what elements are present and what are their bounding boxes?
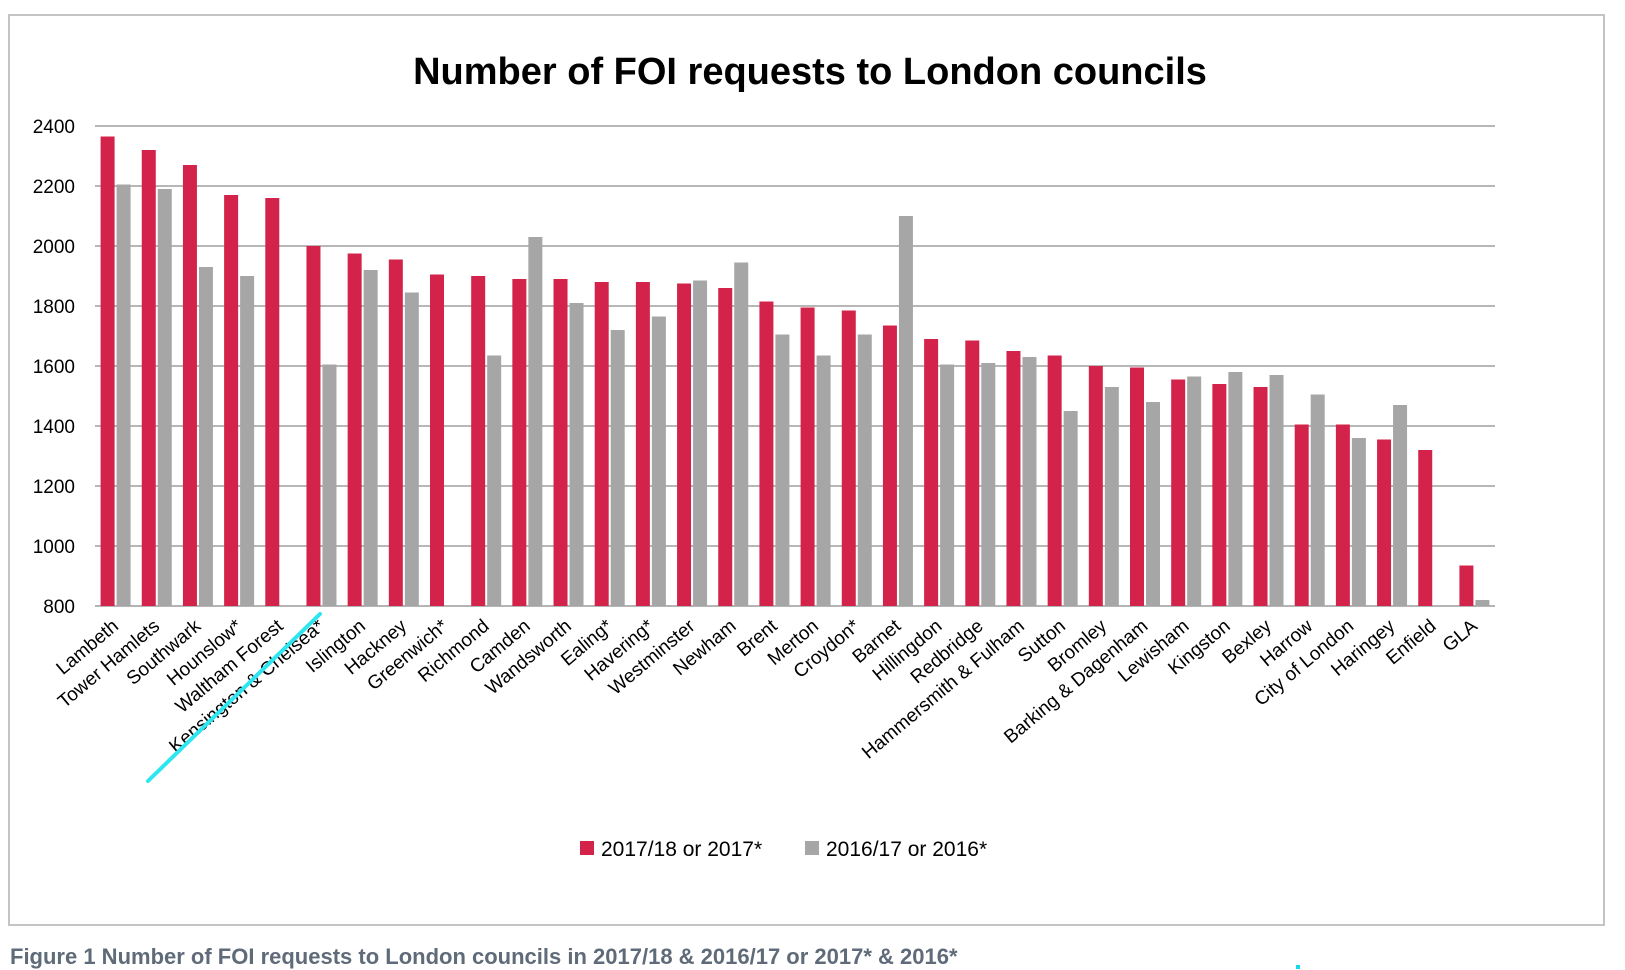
bar-series-2017-18: [388, 259, 403, 606]
bar-series-2016-17: [857, 334, 872, 606]
bar-series-2016-17: [1187, 376, 1202, 606]
legend-swatch-2017-18: [580, 841, 594, 855]
bar-series-2016-17: [240, 276, 255, 606]
bar-series-2016-17: [404, 292, 419, 606]
chart-title: Number of FOI requests to London council…: [413, 51, 1207, 93]
y-tick-label: 2200: [33, 177, 75, 198]
bar-series-2016-17: [1063, 411, 1078, 606]
y-tick-label: 1000: [33, 537, 75, 558]
bar-series-2016-17: [1351, 438, 1366, 606]
bar-series-2017-18: [430, 274, 444, 606]
bar-series-2016-17: [198, 267, 213, 606]
y-tick-label: 2400: [33, 117, 75, 138]
bar-series-2017-18: [512, 279, 527, 606]
legend-swatch-2016-17: [805, 841, 819, 855]
bar-series-2016-17: [1104, 387, 1119, 606]
y-tick-label: 1800: [33, 297, 75, 318]
bar-series-2017-18: [1335, 424, 1350, 606]
bar-series-2017-18: [100, 136, 115, 606]
y-tick-label: 1600: [33, 357, 75, 378]
bar-series-2016-17: [1393, 405, 1408, 606]
bar-series-2017-18: [1377, 439, 1392, 606]
bar-series-2016-17: [1269, 375, 1284, 606]
bar-series-2017-18: [759, 301, 774, 606]
bar-series-2017-18: [1130, 367, 1144, 606]
bar-series-2017-18: [306, 246, 321, 606]
bar-series-2016-17: [693, 280, 708, 606]
bar-series-2017-18: [924, 339, 939, 606]
bar-series-2016-17: [569, 303, 584, 606]
bar-series-2016-17: [610, 330, 625, 606]
bar-series-2016-17: [940, 364, 955, 606]
bar-series-2016-17: [651, 316, 666, 606]
bar-series-2017-18: [1294, 424, 1309, 606]
bars: [100, 136, 1490, 606]
legend: 2017/18 or 2017* 2016/17 or 2016*: [580, 838, 987, 861]
bar-series-2016-17: [116, 184, 131, 606]
bar-series-2017-18: [1088, 366, 1103, 606]
bar-series-2017-18: [1047, 355, 1062, 606]
annotation: [146, 612, 322, 783]
bar-series-2016-17: [1228, 372, 1243, 606]
bar-series-2016-17: [363, 270, 378, 606]
bar-series-2016-17: [816, 355, 831, 606]
bar-series-2017-18: [1212, 384, 1227, 606]
bar-series-2016-17: [898, 216, 913, 606]
legend-label-2017-18: 2017/18 or 2017*: [601, 838, 762, 861]
bar-series-2017-18: [882, 325, 897, 606]
bar-series-2016-17: [157, 189, 172, 606]
bar-series-2017-18: [471, 276, 486, 606]
legend-label-2016-17: 2016/17 or 2016*: [826, 838, 987, 861]
bar-series-2016-17: [1146, 402, 1160, 606]
bar-series-2016-17: [734, 262, 749, 606]
bar-series-2016-17: [981, 363, 996, 606]
bar-series-2016-17: [1475, 600, 1490, 606]
bar-series-2017-18: [718, 288, 733, 606]
bar-series-2017-18: [635, 282, 650, 606]
bar-series-2016-17: [775, 334, 790, 606]
y-tick-label: 1200: [33, 477, 75, 498]
bar-series-2017-18: [182, 165, 197, 606]
chart-frame: Number of FOI requests to London council…: [8, 14, 1605, 926]
bar-series-2017-18: [594, 282, 609, 606]
bar-series-2017-18: [1418, 450, 1433, 606]
bar-series-2016-17: [1310, 394, 1325, 606]
bar-series-2017-18: [1253, 387, 1268, 606]
bar-chart: Number of FOI requests to London council…: [33, 51, 1495, 861]
bar-series-2017-18: [347, 253, 362, 606]
bar-series-2016-17: [1022, 357, 1037, 606]
y-tick-label: 800: [43, 597, 75, 618]
gridlines: [95, 125, 1495, 607]
y-tick-label: 1400: [33, 417, 75, 438]
x-category-label: GLA: [1439, 616, 1482, 657]
bar-series-2017-18: [1006, 351, 1021, 606]
y-tick-label: 2000: [33, 237, 75, 258]
bar-series-2017-18: [1459, 565, 1474, 606]
figure-caption: Figure 1 Number of FOI requests to Londo…: [10, 944, 958, 969]
bar-series-2017-18: [141, 150, 156, 606]
bar-series-2017-18: [224, 195, 239, 606]
bar-series-2017-18: [677, 283, 692, 606]
y-axis-tick-labels: 800 1000 1200 1400 1600 1800 2000 2200 2400: [33, 117, 75, 618]
bar-series-2016-17: [528, 237, 543, 606]
highlight-line: [146, 612, 322, 783]
bar-series-2016-17: [487, 355, 502, 606]
bar-series-2017-18: [800, 307, 815, 606]
bar-series-2017-18: [1171, 379, 1186, 606]
bar-series-2017-18: [265, 198, 280, 606]
bar-series-2016-17: [322, 364, 337, 606]
decorative-dot: [1296, 965, 1300, 969]
bar-series-2017-18: [965, 340, 980, 606]
bar-series-2017-18: [553, 279, 568, 606]
bar-series-2017-18: [841, 310, 856, 606]
